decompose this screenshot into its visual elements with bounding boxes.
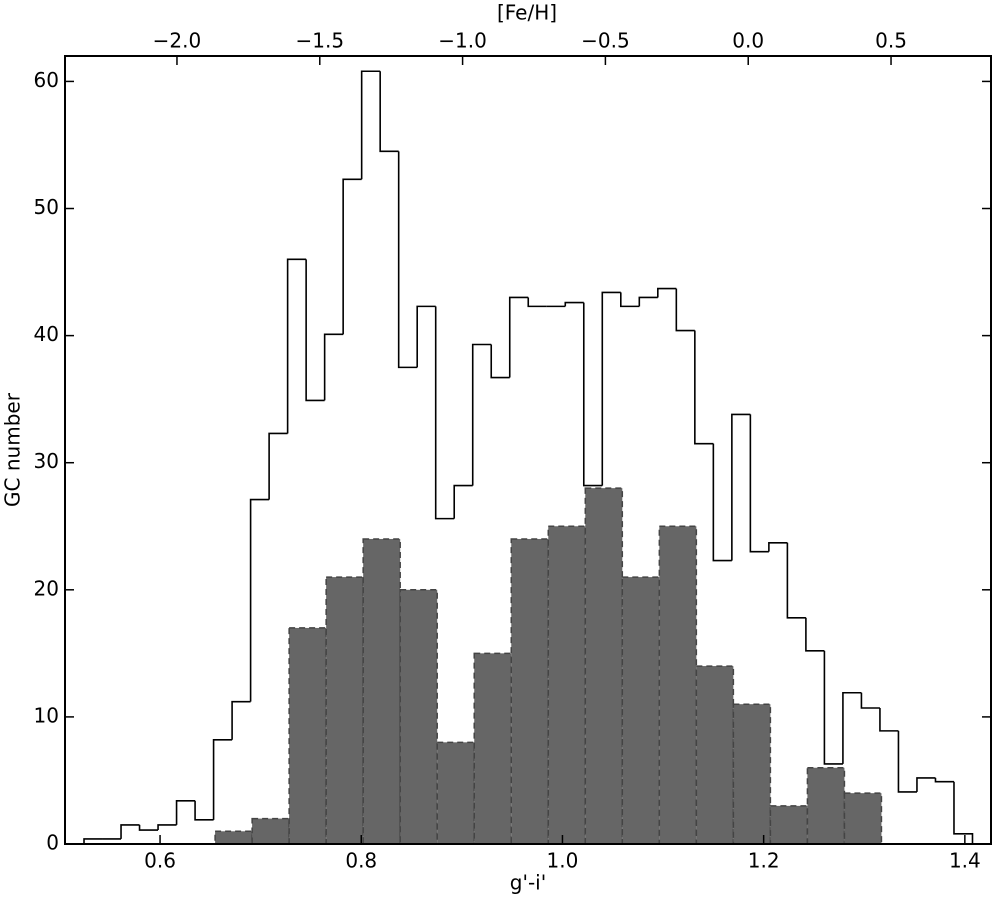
histogram-step xyxy=(675,288,695,332)
histogram-bar xyxy=(658,525,698,845)
histogram-step xyxy=(323,333,344,401)
histogram-step xyxy=(194,800,214,821)
histogram-bar xyxy=(732,703,772,845)
histogram-step xyxy=(620,292,640,308)
histogram-step xyxy=(416,305,436,368)
histogram-step xyxy=(582,302,603,487)
x-tick-label: 0.6 xyxy=(144,849,176,873)
x2-tick-label: 0.0 xyxy=(732,29,764,53)
histogram-bar xyxy=(695,665,735,845)
histogram-step xyxy=(342,178,362,335)
histogram-step xyxy=(916,777,936,792)
y-tick-label: 60 xyxy=(34,68,59,92)
histogram-bar xyxy=(806,766,846,845)
y-tick-label: 10 xyxy=(34,703,59,727)
histogram-step xyxy=(305,259,325,402)
histogram-bar xyxy=(214,830,253,845)
histogram-bar xyxy=(584,487,624,845)
histogram-step xyxy=(138,824,159,831)
x-tick-label: 1.2 xyxy=(748,849,780,873)
histogram-step xyxy=(786,542,806,619)
histogram-step xyxy=(694,330,714,445)
histogram-step xyxy=(379,71,399,153)
histogram-bar xyxy=(473,652,513,845)
histogram-step xyxy=(157,824,177,831)
x2-tick-label: −2.0 xyxy=(153,29,202,53)
histogram-step xyxy=(175,799,196,825)
histogram-step xyxy=(397,151,418,369)
x2-tick-label: −1.0 xyxy=(438,29,487,53)
histogram-step xyxy=(268,432,288,500)
histogram-step xyxy=(453,484,473,519)
histogram-step xyxy=(83,838,103,844)
histogram-step xyxy=(749,414,769,553)
histogram-step xyxy=(508,296,529,378)
histogram-bar xyxy=(362,538,401,845)
histogram-step xyxy=(657,287,677,298)
histogram-bar xyxy=(621,576,661,845)
histogram-step xyxy=(712,443,732,562)
y-tick-label: 30 xyxy=(34,449,59,473)
histogram-step xyxy=(768,541,788,552)
histogram-step xyxy=(490,344,510,379)
histogram-step xyxy=(360,70,381,180)
histogram-step xyxy=(879,708,899,732)
y-tick-label: 20 xyxy=(34,576,59,600)
x2-tick-label: −1.5 xyxy=(295,29,344,53)
histogram-step xyxy=(601,291,621,486)
histogram-step xyxy=(860,692,880,709)
x-tick-label: 1.4 xyxy=(949,849,981,873)
histogram-bar xyxy=(399,589,438,845)
histogram-step xyxy=(212,738,233,820)
histogram-step xyxy=(564,301,584,307)
histogram-step xyxy=(934,777,954,783)
histogram-step xyxy=(527,297,547,308)
histogram-step xyxy=(638,296,658,307)
y-tick-label: 40 xyxy=(34,322,59,346)
histogram-bar xyxy=(843,792,883,845)
x2-axis-label: [Fe/H] xyxy=(497,1,557,25)
histogram-step xyxy=(823,650,843,765)
histogram-step xyxy=(897,730,917,793)
x-tick-label: 0.8 xyxy=(345,849,377,873)
histogram-bar xyxy=(510,538,550,845)
histogram-bar xyxy=(251,817,290,845)
histogram-bar xyxy=(288,627,327,845)
plot-frame xyxy=(64,55,992,845)
y-axis-label: GC number xyxy=(1,392,25,507)
histogram-step xyxy=(231,700,251,740)
x-tick-label: 1.0 xyxy=(547,849,579,873)
y-tick-label: 50 xyxy=(34,195,59,219)
histogram-bar xyxy=(547,525,587,845)
histogram-step xyxy=(249,498,270,702)
histogram-bar xyxy=(769,805,809,845)
histogram-step xyxy=(953,781,974,844)
histogram-step xyxy=(120,824,140,839)
histogram-step xyxy=(805,617,825,652)
histogram-bar xyxy=(436,741,475,845)
histogram-step xyxy=(434,306,455,520)
histogram-step xyxy=(842,691,862,764)
histogram-step xyxy=(286,258,307,434)
y-tick-label: 0 xyxy=(46,831,59,855)
x-axis-label: g'-i' xyxy=(510,871,546,895)
x2-tick-label: −0.5 xyxy=(581,29,630,53)
histogram-bar xyxy=(325,576,364,845)
x2-tick-label: 0.5 xyxy=(875,29,907,53)
histogram-step xyxy=(731,413,751,561)
histogram-step xyxy=(471,343,492,486)
